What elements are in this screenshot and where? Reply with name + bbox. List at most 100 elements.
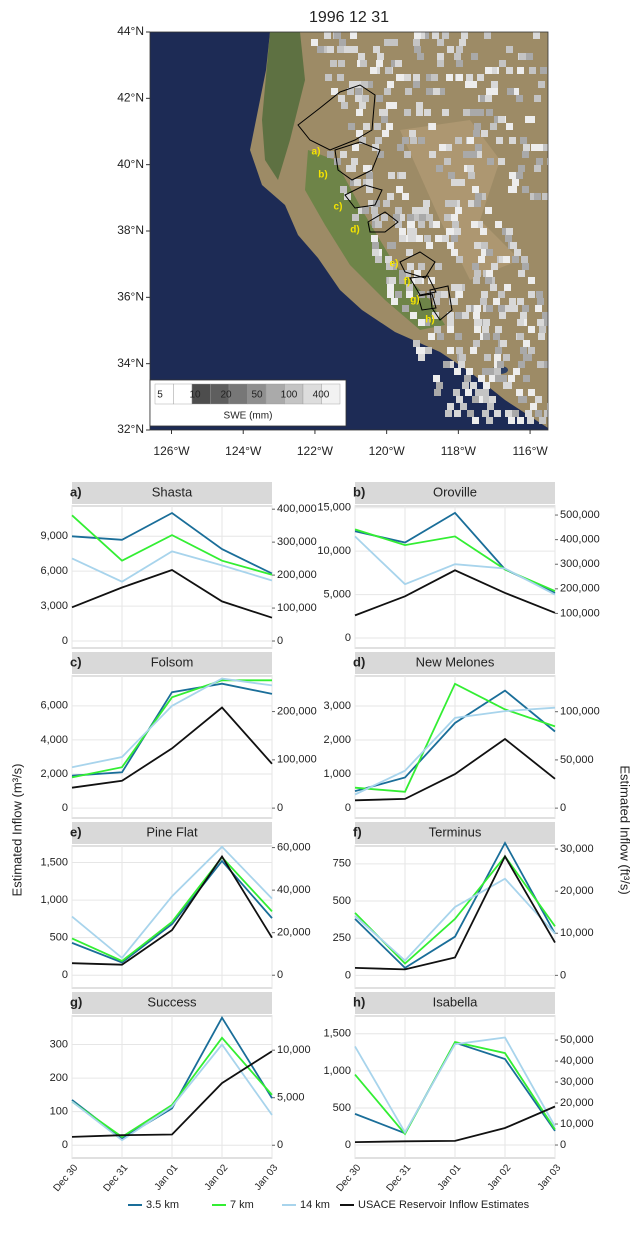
snow-cell	[508, 417, 515, 424]
snow-cell	[465, 389, 472, 396]
panel-label: d)	[353, 654, 365, 669]
y-tick-label: 3,000	[40, 600, 68, 612]
basin-label: b)	[318, 170, 327, 181]
y-tick-label: 1,500	[40, 856, 68, 868]
snow-cell	[481, 291, 488, 298]
y2-tick-label: 100,000	[560, 607, 600, 619]
snow-cell	[559, 382, 566, 389]
snow-cell	[466, 74, 473, 81]
snow-cell	[489, 375, 496, 382]
snow-cell	[388, 172, 395, 179]
snow-cell	[508, 375, 515, 382]
colorbar-tick-label: 100	[281, 390, 298, 401]
snow-cell	[537, 319, 544, 326]
snow-cell	[539, 326, 546, 333]
snow-cell	[551, 389, 558, 396]
y-tick-label: 2,000	[323, 734, 351, 746]
y-tick-label: 10,000	[317, 545, 351, 557]
snow-cell	[362, 95, 369, 102]
y-tick-label: 300	[50, 1038, 68, 1050]
snow-cell	[506, 123, 513, 130]
snow-cell	[442, 235, 449, 242]
y2-tick-label: 0	[560, 802, 566, 814]
panel-label: h)	[353, 994, 365, 1009]
snow-cell	[456, 74, 463, 81]
snow-cell	[418, 354, 425, 361]
snow-cell	[518, 270, 525, 277]
snow-cell	[317, 46, 324, 53]
snow-cell	[535, 305, 542, 312]
snow-cell	[557, 354, 564, 361]
snow-cell	[512, 410, 519, 417]
snow-cell	[506, 46, 513, 53]
snow-cell	[444, 158, 451, 165]
snow-cell	[429, 151, 436, 158]
snow-cell	[356, 109, 363, 116]
y2-tick-label: 100,000	[277, 754, 317, 766]
snow-cell	[480, 228, 487, 235]
legend-label: USACE Reservoir Inflow Estimates	[358, 1199, 530, 1211]
y-tick-label: 0	[62, 802, 68, 814]
snow-cell	[452, 221, 459, 228]
snow-cell	[409, 130, 416, 137]
legend-label: 7 km	[230, 1199, 254, 1211]
snow-cell	[439, 144, 446, 151]
snow-cell	[473, 312, 480, 319]
y-tick-label: 0	[62, 969, 68, 981]
snow-cell	[406, 249, 413, 256]
snow-cell	[433, 221, 440, 228]
snow-cell	[327, 46, 334, 53]
basin-label: e)	[390, 259, 399, 270]
snow-cell	[555, 158, 562, 165]
snow-cell	[567, 396, 574, 403]
snow-cell	[520, 137, 527, 144]
snow-cell	[447, 242, 454, 249]
snow-cell	[441, 291, 448, 298]
snow-cell	[491, 88, 498, 95]
snow-cell	[521, 256, 528, 263]
snow-cell	[445, 144, 452, 151]
snow-cell	[516, 172, 523, 179]
colorbar-cell	[229, 384, 248, 404]
snow-cell	[375, 137, 382, 144]
x-tick-label: 122°W	[297, 444, 334, 458]
x-tick-label: Dec 31	[385, 1162, 414, 1194]
snow-cell	[506, 228, 513, 235]
snow-cell	[474, 270, 481, 277]
snow-cell	[454, 368, 461, 375]
y2-tick-label: 10,000	[560, 1118, 594, 1130]
snow-cell	[384, 39, 391, 46]
snow-cell	[517, 298, 524, 305]
panel-label: g)	[70, 994, 82, 1009]
panel-label: b)	[353, 484, 365, 499]
snow-cell	[577, 389, 584, 396]
snow-cell	[559, 347, 566, 354]
snow-cell	[522, 186, 529, 193]
snow-cell	[467, 137, 474, 144]
snow-cell	[407, 263, 414, 270]
figure: 1996 12 31 Estimated Inflow (m³/s) Estim…	[0, 0, 639, 1239]
snow-cell	[525, 410, 532, 417]
y2-tick-label: 200,000	[277, 569, 317, 581]
snow-cell	[419, 214, 426, 221]
snow-cell	[404, 109, 411, 116]
snow-cell	[503, 382, 510, 389]
snow-cell	[512, 256, 519, 263]
snow-cell	[504, 284, 511, 291]
snow-cell	[399, 235, 406, 242]
snow-cell	[553, 95, 560, 102]
snow-cell	[482, 389, 489, 396]
y2-tick-label: 0	[560, 1139, 566, 1151]
y-tick-label: 6,000	[40, 565, 68, 577]
snow-cell	[528, 347, 535, 354]
snow-cell	[447, 46, 454, 53]
snow-cell	[523, 144, 530, 151]
y2-tick-label: 500,000	[560, 509, 600, 521]
panel-title: Shasta	[152, 484, 193, 499]
snow-cell	[340, 151, 347, 158]
snow-cell	[346, 165, 353, 172]
snow-cell	[560, 109, 567, 116]
snow-cell	[395, 207, 402, 214]
snow-cell	[570, 116, 577, 123]
y-tick-label: 42°N	[117, 91, 144, 105]
